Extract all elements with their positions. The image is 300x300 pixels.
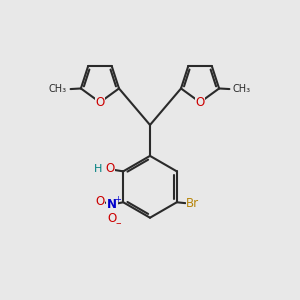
- Text: O: O: [95, 195, 104, 208]
- Text: –: –: [115, 218, 121, 228]
- Text: CH₃: CH₃: [49, 84, 67, 94]
- Text: Br: Br: [186, 197, 199, 210]
- Text: H: H: [94, 164, 103, 174]
- Text: +: +: [114, 195, 121, 204]
- Text: O: O: [195, 96, 205, 109]
- Text: CH₃: CH₃: [233, 84, 251, 94]
- Text: O: O: [105, 162, 115, 175]
- Text: O: O: [107, 212, 117, 225]
- Text: N: N: [107, 198, 117, 211]
- Text: O: O: [95, 96, 105, 109]
